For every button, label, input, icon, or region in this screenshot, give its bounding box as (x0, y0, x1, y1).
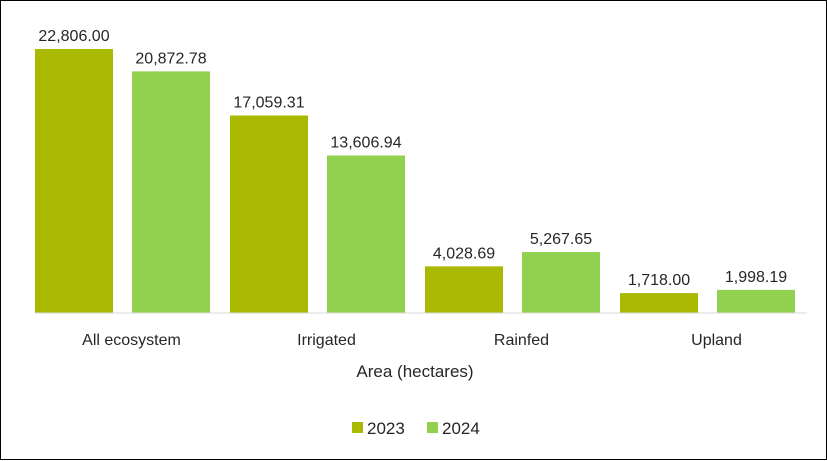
bar-rainfed-2024 (522, 252, 600, 313)
legend-label-2024: 2024 (442, 419, 480, 438)
data-label-upland-2023: 1,718.00 (628, 272, 690, 289)
bar-irrigated-2023 (230, 115, 308, 313)
x-axis-title: Area (hectares) (356, 362, 473, 381)
data-label-rainfed-2024: 5,267.65 (530, 231, 592, 248)
bar-upland-2023 (620, 293, 698, 313)
legend-label-2023: 2023 (367, 419, 405, 438)
bar-rainfed-2023 (425, 266, 503, 313)
data-label-upland-2024: 1,998.19 (725, 269, 787, 286)
bar-all-ecosystem-2024 (132, 71, 210, 314)
data-label-all-ecosystem-2024: 20,872.78 (135, 50, 206, 67)
data-label-irrigated-2024: 13,606.94 (330, 134, 401, 151)
category-label-rainfed: Rainfed (494, 332, 549, 349)
data-label-rainfed-2023: 4,028.69 (433, 245, 495, 262)
category-labels-group: All ecosystem Irrigated Rainfed Upland (82, 332, 742, 349)
bar-irrigated-2024 (327, 155, 405, 313)
bar-upland-2024 (717, 289, 795, 313)
data-labels-group: 22,806.00 20,872.78 17,059.31 13,606.94 4,02… (38, 28, 787, 289)
legend: 2023 2024 (352, 419, 480, 438)
bars-group (35, 49, 795, 314)
data-label-irrigated-2023: 17,059.31 (233, 95, 304, 112)
category-label-irrigated: Irrigated (297, 332, 356, 349)
bar-all-ecosystem-2023 (35, 49, 113, 313)
data-label-all-ecosystem-2023: 22,806.00 (38, 28, 109, 45)
category-label-upland: Upland (691, 332, 742, 349)
category-label-all-ecosystem: All ecosystem (82, 332, 181, 349)
legend-swatch-2024 (427, 422, 438, 433)
legend-swatch-2023 (352, 422, 363, 433)
